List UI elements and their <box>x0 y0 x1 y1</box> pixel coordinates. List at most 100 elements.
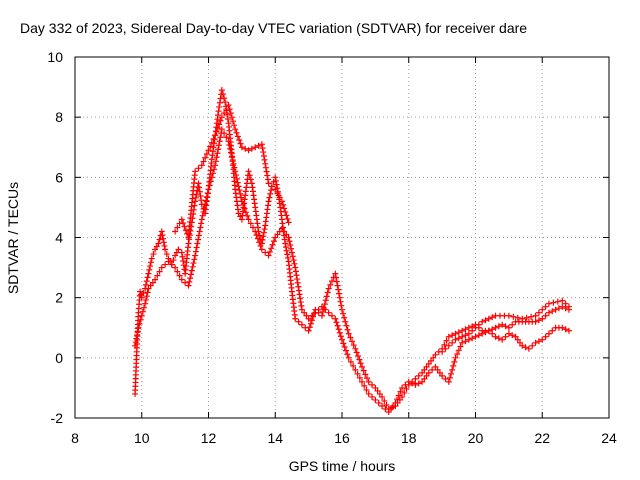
data-point <box>562 326 569 333</box>
data-point <box>147 259 154 266</box>
data-point <box>465 330 472 337</box>
data-point <box>340 310 347 317</box>
data-point <box>519 342 526 349</box>
data-point <box>542 333 549 340</box>
data-point <box>342 318 349 325</box>
data-point <box>340 340 347 347</box>
data-point <box>196 188 203 195</box>
data-point <box>261 156 268 163</box>
data-point <box>459 333 466 340</box>
data-point <box>161 242 168 249</box>
data-point <box>472 333 479 340</box>
data-point <box>142 300 149 307</box>
data-point <box>216 103 223 110</box>
x-tick-label: 12 <box>201 430 217 446</box>
data-point <box>519 315 526 322</box>
data-point <box>360 367 367 374</box>
data-point <box>425 360 432 367</box>
data-point <box>265 252 272 259</box>
data-point <box>193 244 200 251</box>
data-point <box>332 270 339 277</box>
data-point <box>224 115 231 122</box>
data-point <box>505 312 512 319</box>
data-point <box>542 303 549 310</box>
data-point <box>138 294 145 301</box>
data-point <box>399 393 406 400</box>
x-tick-label: 14 <box>267 430 283 446</box>
data-point <box>355 353 362 360</box>
data-point <box>260 149 267 156</box>
data-point <box>211 166 218 173</box>
data-point <box>375 399 382 406</box>
data-point <box>203 193 210 200</box>
data-point <box>396 396 403 403</box>
data-point <box>372 396 379 403</box>
data-point <box>469 335 476 342</box>
data-point <box>387 405 394 412</box>
data-point <box>168 261 175 268</box>
data-point <box>284 254 291 261</box>
data-point <box>345 330 352 337</box>
data-point <box>539 306 546 313</box>
data-point <box>510 313 517 320</box>
data-point <box>415 380 422 387</box>
data-point <box>221 95 228 102</box>
data-point <box>455 347 462 354</box>
data-point <box>207 143 214 150</box>
data-point <box>229 118 236 125</box>
data-point <box>144 274 151 281</box>
data-point <box>395 392 402 399</box>
series-sdtvar-upper <box>172 102 572 355</box>
plot-border <box>74 56 610 419</box>
data-point <box>421 366 428 373</box>
data-point <box>268 245 275 252</box>
data-point <box>226 141 233 148</box>
data-point <box>152 276 159 283</box>
data-point <box>208 139 215 146</box>
data-point <box>202 154 209 161</box>
data-point <box>509 321 516 328</box>
data-point <box>143 293 150 300</box>
y-tick-label: -2 <box>51 410 64 426</box>
data-point <box>436 369 443 376</box>
data-point <box>529 342 536 349</box>
data-point <box>489 314 496 321</box>
data-point <box>343 347 350 354</box>
data-point <box>252 144 259 151</box>
data-point <box>135 324 142 331</box>
data-point <box>452 336 459 343</box>
data-point <box>140 304 147 311</box>
data-point <box>198 216 205 223</box>
data-point <box>347 358 354 365</box>
data-point <box>283 212 290 219</box>
data-point <box>457 343 464 350</box>
data-point <box>237 190 244 197</box>
data-point <box>472 324 479 331</box>
data-point <box>198 162 205 169</box>
data-point <box>172 264 179 271</box>
data-point <box>205 147 212 154</box>
data-point <box>156 268 163 275</box>
data-point <box>285 219 292 226</box>
data-point <box>306 324 313 331</box>
data-point <box>451 358 458 365</box>
data-point <box>209 170 216 177</box>
data-point <box>142 281 149 288</box>
data-point <box>449 339 456 346</box>
data-point <box>207 178 214 185</box>
data-point <box>272 234 279 241</box>
data-point <box>535 317 542 324</box>
data-point <box>489 330 496 337</box>
data-point <box>442 345 449 352</box>
data-point <box>217 117 224 124</box>
data-point <box>201 205 208 212</box>
data-point <box>136 320 143 327</box>
data-point <box>185 282 192 289</box>
data-point <box>475 332 482 339</box>
data-point <box>292 264 299 271</box>
data-point <box>324 289 331 296</box>
data-point <box>292 315 299 322</box>
data-point <box>295 318 302 325</box>
data-point <box>336 290 343 297</box>
